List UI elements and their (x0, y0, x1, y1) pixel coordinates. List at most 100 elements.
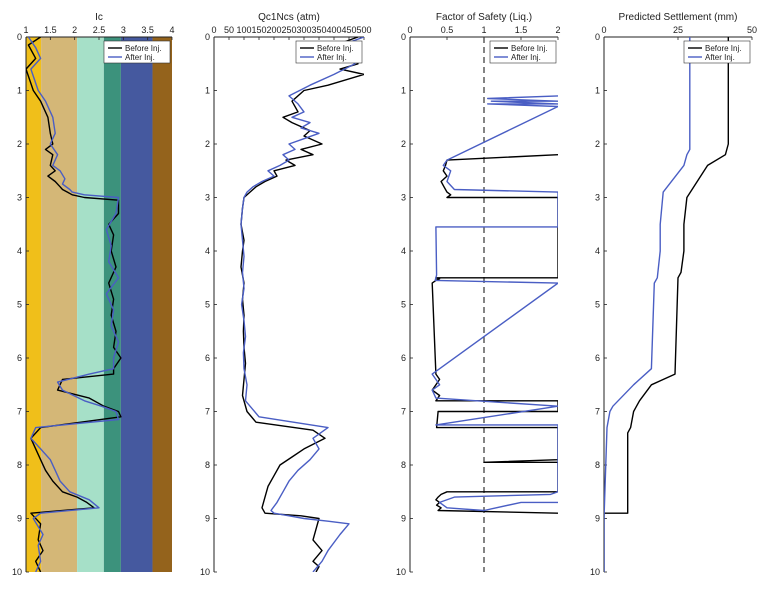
panel-factor-of-safety: 0 0.5 1 1.5 2 0 1 2 3 4 5 6 7 8 9 10 Before Inj.After In… (396, 12, 561, 577)
qc1ncs-y-tick-label: 9 (205, 514, 210, 524)
ic-y-tick-label: 2 (17, 139, 22, 149)
ic-x-tick-label: 1 (23, 25, 28, 35)
ic-y-tick-label: 9 (17, 514, 22, 524)
ic-legend-label: Before Inj. (125, 44, 161, 53)
qc1ncs-x-tick-label: 50 (224, 25, 234, 35)
ic-y-tick-label: 10 (12, 567, 22, 577)
fos-x-tick-label: 1.5 (515, 25, 528, 35)
fos-series-after-line (431, 95, 558, 512)
ic-series-after-line (27, 37, 120, 572)
settlement-series-before-line (604, 37, 729, 572)
ic-x-tick-label: 4 (169, 25, 174, 35)
settlement-y-tick-label: 9 (595, 514, 600, 524)
settlement-y-tick-label: 4 (595, 246, 600, 256)
ic-y-tick-label: 7 (17, 407, 22, 417)
panel-settlement: 0 25 50 0 1 2 3 4 5 6 7 8 9 10 Before Inj.After Inj. P… (590, 12, 757, 577)
settlement-y-tick-label: 1 (595, 86, 600, 96)
fos-y-tick-label: 5 (401, 300, 406, 310)
fos-series-group (431, 95, 558, 514)
qc1ncs-y-tick-label: 3 (205, 193, 210, 203)
qc1ncs-y-tick-label: 5 (205, 300, 210, 310)
qc1ncs-x-tick-label: 450 (341, 25, 356, 35)
fos-series-before-line (431, 154, 558, 514)
qc1ncs-y-tick-label: 1 (205, 86, 210, 96)
fos-y-tick-label: 0 (401, 32, 406, 42)
settlement-legend-label: Before Inj. (705, 44, 741, 53)
settlement-legend: Before Inj.After Inj. (683, 40, 751, 64)
settlement-x-tick-label: 0 (601, 25, 606, 35)
ic-zone-5 (152, 37, 172, 572)
ic-zone-4 (120, 37, 153, 572)
qc1ncs-plot-area: 0 50 100 150 200 250 300 350 400 450 500 0 1 2 3 4 5 6 7 8 9… (200, 25, 372, 577)
fos-legend: Before Inj.After Inj. (489, 40, 557, 64)
qc1ncs-y-tick-label: 4 (205, 246, 210, 256)
ic-y-tick-label: 0 (17, 32, 22, 42)
ic-x-tick-label: 1.5 (44, 25, 57, 35)
fos-plot-area: 0 0.5 1 1.5 2 0 1 2 3 4 5 6 7 8 9 10 Before Inj.After In… (396, 25, 561, 577)
qc1ncs-series-before-line (240, 37, 364, 572)
fos-y-tick-label: 4 (401, 246, 406, 256)
fos-y-tick-label: 2 (401, 139, 406, 149)
fos-y-tick-label: 10 (396, 567, 406, 577)
ic-x-tick-label: 2 (72, 25, 77, 35)
ic-y-tick-label: 4 (17, 246, 22, 256)
settlement-series-group (604, 37, 729, 572)
fos-y-tick-label: 9 (401, 514, 406, 524)
fos-panel-title: Factor of Safety (Liq.) (436, 12, 532, 23)
qc1ncs-x-tick-label: 250 (281, 25, 296, 35)
ic-zone-1 (41, 37, 78, 572)
panel-qc1ncs: 0 50 100 150 200 250 300 350 400 450 500 0 1 2 3 4 5 6 7 8 9… (200, 12, 372, 577)
settlement-y-tick-label: 0 (595, 32, 600, 42)
qc1ncs-y-tick-label: 7 (205, 407, 210, 417)
settlement-y-tick-label: 5 (595, 300, 600, 310)
ic-legend: Before Inj.After Inj. (103, 40, 171, 64)
ic-x-tick-label: 3.5 (141, 25, 154, 35)
settlement-legend-label: After Inj. (705, 53, 735, 62)
ic-y-tick-label: 1 (17, 86, 22, 96)
qc1ncs-y-tick-label: 2 (205, 139, 210, 149)
qc1ncs-x-tick-label: 400 (326, 25, 341, 35)
settlement-y-tick-label: 7 (595, 407, 600, 417)
qc1ncs-y-tick-label: 10 (200, 567, 210, 577)
qc1ncs-series-group (240, 37, 364, 572)
qc1ncs-x-tick-label: 300 (296, 25, 311, 35)
ic-legend-label: After Inj. (125, 53, 155, 62)
ic-soil-zones (26, 37, 172, 572)
qc1ncs-x-tick-label: 500 (356, 25, 371, 35)
qc1ncs-y-tick-label: 6 (205, 353, 210, 363)
qc1ncs-series-after-line (240, 37, 364, 572)
qc1ncs-y-tick-label: 8 (205, 460, 210, 470)
settlement-y-tick-label: 3 (595, 193, 600, 203)
fos-legend-label: After Inj. (511, 53, 541, 62)
ic-y-tick-label: 5 (17, 300, 22, 310)
settlement-series-after-line (604, 37, 691, 572)
qc1ncs-x-tick-label: 0 (211, 25, 216, 35)
ic-zone-2 (77, 37, 104, 572)
fos-legend-label: Before Inj. (511, 44, 547, 53)
ic-zone-0 (26, 37, 42, 572)
settlement-y-tick-label: 2 (595, 139, 600, 149)
qc1ncs-legend-label: Before Inj. (317, 44, 353, 53)
ic-panel-title: Ic (95, 12, 103, 23)
fos-x-tick-label: 2 (555, 25, 560, 35)
qc1ncs-x-tick-label: 350 (311, 25, 326, 35)
ic-y-tick-label: 8 (17, 460, 22, 470)
qc1ncs-x-tick-label: 150 (251, 25, 266, 35)
fos-y-tick-label: 6 (401, 353, 406, 363)
fos-y-tick-label: 3 (401, 193, 406, 203)
ic-x-tick-label: 2.5 (93, 25, 106, 35)
ic-x-tick-label: 3 (121, 25, 126, 35)
settlement-plot-area: 0 25 50 0 1 2 3 4 5 6 7 8 9 10 Before Inj.After Inj. (590, 25, 757, 577)
fos-y-tick-label: 7 (401, 407, 406, 417)
settlement-panel-title: Predicted Settlement (mm) (619, 12, 738, 23)
qc1ncs-legend-label: After Inj. (317, 53, 347, 62)
settlement-y-tick-label: 10 (590, 567, 600, 577)
ic-y-tick-label: 6 (17, 353, 22, 363)
qc1ncs-legend: Before Inj.After Inj. (295, 40, 363, 64)
qc1ncs-y-tick-label: 0 (205, 32, 210, 42)
settlement-x-tick-label: 25 (673, 25, 683, 35)
settlement-y-tick-label: 6 (595, 353, 600, 363)
fos-x-tick-label: 1 (481, 25, 486, 35)
